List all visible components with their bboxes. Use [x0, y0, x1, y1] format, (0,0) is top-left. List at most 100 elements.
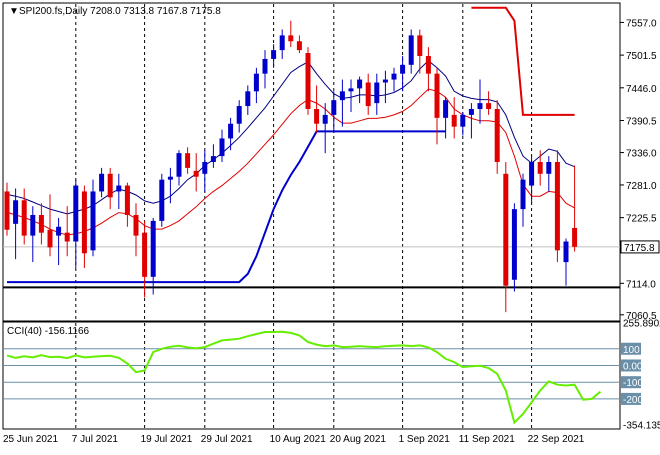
- candle-body: [563, 241, 569, 263]
- price-tick-label: 7281.0: [626, 181, 657, 192]
- cci-header: CCI(40) -156.1166: [7, 326, 90, 337]
- price-tick-label: 7557.0: [626, 18, 657, 29]
- candle-body: [133, 215, 139, 236]
- candle-body: [460, 114, 466, 127]
- date-label: 20 Aug 2021: [330, 434, 387, 445]
- candle-body: [262, 58, 268, 74]
- candle-body: [288, 35, 294, 42]
- candle-body: [124, 185, 130, 215]
- candle-body: [21, 200, 27, 236]
- candle-body: [236, 106, 242, 124]
- date-label: 22 Sep 2021: [528, 434, 585, 445]
- price-axis: 7557.0 7501.5 7446.0 7390.5 7336.0 7281.0 7225…: [620, 18, 660, 322]
- candle-body: [529, 162, 535, 186]
- candle-body: [253, 73, 259, 92]
- candle-body: [451, 114, 457, 127]
- candle-body: [193, 170, 199, 177]
- candle-body: [408, 35, 414, 65]
- main-plot-frame: [2, 2, 621, 322]
- candle-body: [167, 176, 173, 180]
- candle-body: [271, 50, 277, 59]
- date-label: 1 Sep 2021: [399, 434, 451, 445]
- candle-body: [400, 64, 406, 74]
- candle-body: [228, 123, 234, 139]
- candle-body: [107, 173, 113, 198]
- candle-body: [417, 35, 423, 56]
- candle-body: [13, 200, 19, 224]
- candle-body: [572, 227, 578, 247]
- current-price-box: [620, 240, 660, 254]
- cci-layer: [6, 330, 602, 425]
- date-label: 7 Jul 2021: [72, 434, 119, 445]
- candle-body: [520, 179, 526, 210]
- horizontal-levels: [3, 246, 620, 400]
- price-tick-label: 7114.0: [626, 279, 656, 290]
- candle-body: [296, 41, 302, 51]
- candle-body: [81, 191, 87, 254]
- price-tick-label: 7060.5: [626, 311, 657, 322]
- cci-level-label: 100: [623, 345, 640, 356]
- candle-body: [468, 109, 474, 115]
- cci-axis: 255.8902 100 0.00 -100 -200 -354.135: [621, 319, 660, 432]
- candle-body: [322, 114, 328, 124]
- cci-tick-label: 255.8902: [623, 319, 660, 330]
- candle-body: [348, 88, 354, 92]
- cci-tick-label: -354.135: [623, 421, 660, 432]
- candles-layer: [4, 20, 578, 313]
- resistance-step-line: [471, 6, 575, 116]
- cci-level-box: [621, 392, 641, 405]
- candle-body: [30, 215, 36, 236]
- candle-body: [443, 100, 449, 118]
- candle-body: [116, 185, 122, 192]
- candle-body: [331, 100, 337, 115]
- cci-plot-frame: [2, 321, 621, 430]
- cci-level-box: [621, 359, 641, 372]
- series-layer: [6, 6, 575, 284]
- date-label: 25 Jun 2021: [3, 434, 58, 445]
- candle-body: [38, 215, 44, 233]
- candle-body: [99, 173, 105, 192]
- date-label: 10 Aug 2021: [270, 434, 327, 445]
- candle-body: [64, 232, 70, 242]
- chart-header: SPI200.fs,Daily 7208.0 7313.8 7167.8 717…: [19, 6, 221, 17]
- price-tick-label: 7225.5: [626, 214, 657, 225]
- candle-body: [185, 153, 191, 168]
- date-label: 29 Jul 2021: [201, 434, 253, 445]
- candle-body: [503, 173, 509, 286]
- candle-body: [537, 162, 543, 174]
- cci-level-label: -200: [623, 395, 643, 406]
- cci-line: [6, 330, 602, 425]
- cci-level-box: [621, 342, 641, 355]
- candle-body: [279, 35, 285, 51]
- price-tick-label: 7336.0: [626, 149, 657, 160]
- candle-body: [150, 220, 156, 277]
- chart-header-arrow: ▼: [9, 6, 19, 17]
- price-tick-label: 7390.5: [626, 116, 657, 127]
- candle-body: [219, 138, 225, 157]
- candle-body: [90, 191, 96, 251]
- candle-body: [73, 185, 79, 242]
- candle-body: [142, 232, 148, 277]
- current-price-label: 7175.8: [624, 243, 655, 254]
- candle-body: [554, 162, 560, 251]
- candle-body: [374, 82, 380, 104]
- candle-body: [210, 156, 216, 162]
- candle-body: [357, 79, 363, 89]
- price-tick-label: 7501.5: [626, 51, 657, 62]
- candle-body: [511, 209, 517, 280]
- candle-body: [546, 162, 552, 174]
- support-step-line: [7, 130, 446, 284]
- candle-body: [202, 162, 208, 174]
- candle-body: [4, 191, 10, 230]
- candle-body: [494, 109, 500, 162]
- date-label: 19 Jul 2021: [141, 434, 193, 445]
- date-label: 11 Sep 2021: [459, 434, 515, 445]
- cci-level-label: 0.00: [623, 361, 643, 372]
- candle-body: [365, 82, 371, 107]
- candle-body: [176, 153, 182, 177]
- cci-level-box: [621, 376, 641, 389]
- candle-body: [245, 91, 251, 107]
- price-tick-label: 7446.0: [626, 84, 657, 95]
